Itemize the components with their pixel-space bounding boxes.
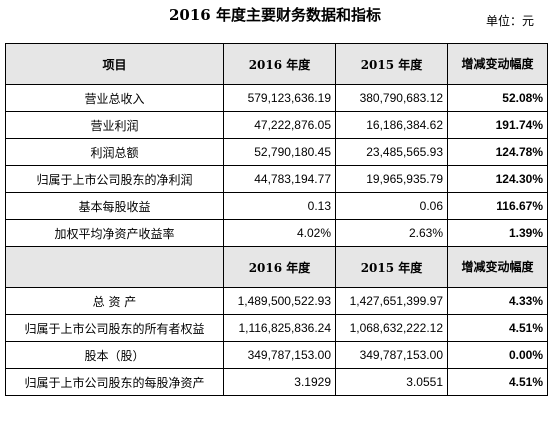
row-label: 归属于上市公司股东的所有者权益 [5,314,224,342]
value-2015: 2.63% [335,219,448,247]
row-label: 归属于上市公司股东的净利润 [5,165,224,193]
financial-table: 项目 2016 年度 2015 年度 增减变动幅度 营业总收入 579,123,… [5,43,548,396]
value-2016: 47,222,876.05 [223,111,336,139]
header-2016: 2016 年度 [223,246,336,288]
table-row: 归属于上市公司股东的所有者权益 1,116,825,836.24 1,068,6… [5,314,548,342]
value-2015: 380,790,683.12 [335,84,448,112]
table-header-row-2: 2016 年度 2015 年度 增减变动幅度 [5,246,548,288]
value-2015: 0.06 [335,192,448,220]
value-change: 4.51% [447,314,548,342]
table-row: 营业利润 47,222,876.05 16,186,384.62 191.74% [5,111,548,139]
row-label: 营业总收入 [5,84,224,112]
row-label: 基本每股收益 [5,192,224,220]
table-row: 归属于上市公司股东的每股净资产 3.1929 3.0551 4.51% [5,368,548,396]
table-row: 归属于上市公司股东的净利润 44,783,194.77 19,965,935.7… [5,165,548,193]
header-change: 增减变动幅度 [447,246,548,288]
row-label: 利润总额 [5,138,224,166]
value-change: 52.08% [447,84,548,112]
value-change: 4.51% [447,368,548,396]
value-2016: 349,787,153.00 [223,341,336,369]
header-2015: 2015 年度 [335,246,448,288]
value-2015: 19,965,935.79 [335,165,448,193]
value-2015: 3.0551 [335,368,448,396]
value-change: 1.39% [447,219,548,247]
value-2015: 1,068,632,222.12 [335,314,448,342]
value-2016: 44,783,194.77 [223,165,336,193]
value-2015: 1,427,651,399.97 [335,287,448,315]
table-row: 利润总额 52,790,180.45 23,485,565.93 124.78% [5,138,548,166]
table-row: 营业总收入 579,123,636.19 380,790,683.12 52.0… [5,84,548,112]
value-2015: 23,485,565.93 [335,138,448,166]
header-2016: 2016 年度 [223,43,336,85]
row-label: 股本（股） [5,341,224,369]
row-label: 总 资 产 [5,287,224,315]
document-title: 2016 年度主要财务数据和指标 [169,6,381,24]
value-2016: 3.1929 [223,368,336,396]
value-change: 116.67% [447,192,548,220]
value-2016: 1,116,825,836.24 [223,314,336,342]
value-change: 191.74% [447,111,548,139]
row-label: 营业利润 [5,111,224,139]
value-2015: 16,186,384.62 [335,111,448,139]
row-label: 加权平均净资产收益率 [5,219,224,247]
header-item: 项目 [5,43,224,85]
row-label: 归属于上市公司股东的每股净资产 [5,368,224,396]
value-change: 4.33% [447,287,548,315]
value-2015: 349,787,153.00 [335,341,448,369]
value-change: 124.78% [447,138,548,166]
table-row: 基本每股收益 0.13 0.06 116.67% [5,192,548,220]
table-row: 总 资 产 1,489,500,522.93 1,427,651,399.97 … [5,287,548,315]
value-2016: 4.02% [223,219,336,247]
header-2015: 2015 年度 [335,43,448,85]
table-row: 股本（股） 349,787,153.00 349,787,153.00 0.00… [5,341,548,369]
value-change: 0.00% [447,341,548,369]
table-row: 加权平均净资产收益率 4.02% 2.63% 1.39% [5,219,548,247]
header-change: 增减变动幅度 [447,43,548,85]
value-2016: 52,790,180.45 [223,138,336,166]
value-change: 124.30% [447,165,548,193]
header-item-empty [5,246,224,288]
value-2016: 579,123,636.19 [223,84,336,112]
value-2016: 1,489,500,522.93 [223,287,336,315]
table-header-row: 项目 2016 年度 2015 年度 增减变动幅度 [5,43,548,85]
value-2016: 0.13 [223,192,336,220]
unit-label: 单位：元 [485,14,534,28]
